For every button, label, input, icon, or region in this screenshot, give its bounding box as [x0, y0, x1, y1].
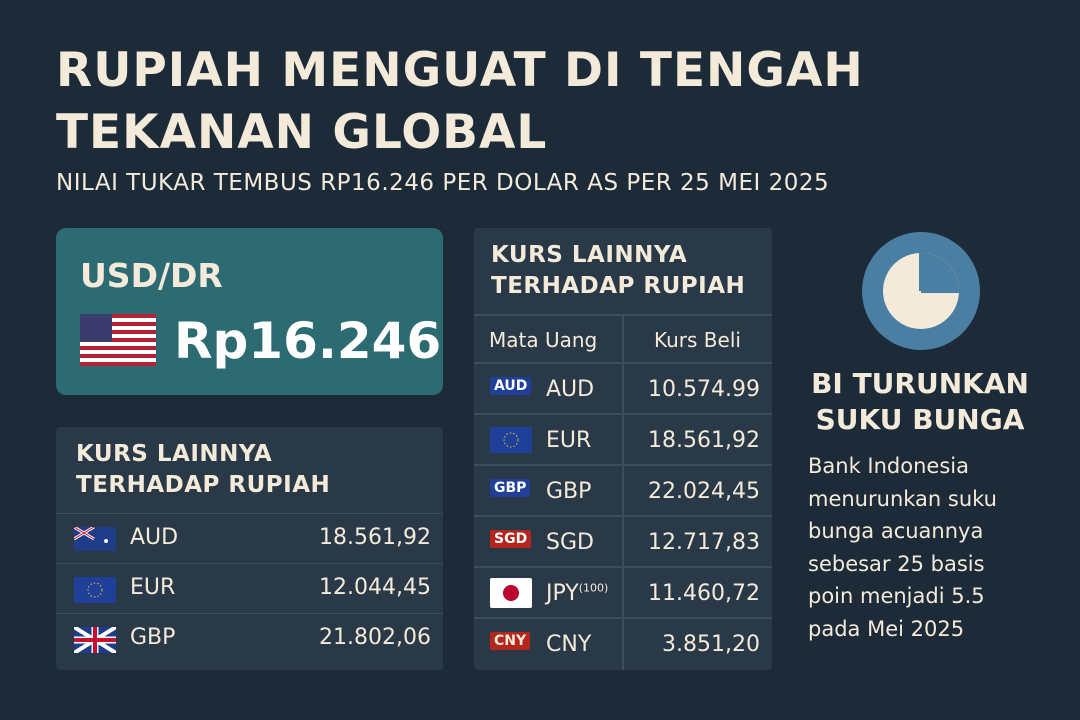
title-line: TEKANAN GLOBAL	[56, 105, 548, 160]
table-row: GBP 21.802,06	[56, 613, 443, 664]
currency-code: JPY	[546, 581, 579, 606]
rate: 18.561,92	[648, 428, 760, 453]
currency-note: (100)	[578, 581, 609, 595]
table-row: SGD SGD 12.717,83	[474, 515, 772, 568]
body-line: bunga acuannya	[808, 519, 984, 543]
table-row: JPY(100) 11.460,72	[474, 566, 772, 619]
rate: 22.024,45	[648, 479, 760, 504]
table-row: GBP GBP 22.024,45	[474, 464, 772, 517]
pie-icon	[862, 232, 980, 350]
rate: 12.044,45	[319, 575, 431, 600]
title: RUPIAH MENGUAT DI TENGAH TEKANAN GLOBAL	[56, 40, 864, 164]
side-body: Bank Indonesia menurunkan suku bunga acu…	[808, 450, 997, 645]
badge: AUD	[490, 377, 532, 395]
side-title-line: BI TURUNKAN	[811, 367, 1029, 400]
column-header: Kurs Beli	[654, 328, 741, 352]
currency: EUR	[130, 575, 176, 600]
eu-flag	[490, 427, 532, 453]
card-label: USD/DR	[80, 256, 223, 295]
uk-flag	[74, 627, 116, 653]
rate: 18.561,92	[319, 525, 431, 550]
header-row: Mata Uang Kurs Beli	[474, 314, 772, 364]
badge: GBP	[490, 479, 531, 497]
currency: SGD	[546, 530, 594, 555]
rate: 12.717,83	[648, 530, 760, 555]
table-title: KURS LAINNYA TERHADAP RUPIAH	[491, 240, 745, 302]
badge: CNY	[490, 632, 531, 650]
table-title-line: KURS LAINNYA	[76, 441, 273, 467]
table-row: EUR 18.561,92	[474, 413, 772, 466]
jp-flag	[490, 578, 532, 608]
eu-flag	[74, 577, 116, 603]
body-line: Bank Indonesia	[808, 454, 969, 478]
table-row: AUD 18.561,92	[56, 513, 443, 564]
us-flag	[80, 314, 156, 366]
currency: JPY(100)	[546, 581, 608, 606]
currency: GBP	[130, 625, 176, 650]
table-title-line: TERHADAP RUPIAH	[76, 472, 331, 498]
rate: 3.851,20	[662, 632, 760, 657]
subtitle: NILAI TUKAR TEMBUS RP16.246 PER DOLAR AS…	[56, 170, 830, 196]
body-line: poin menjadi 5.5	[808, 584, 985, 608]
rate: 11.460,72	[648, 581, 760, 606]
table-title: KURS LAINNYA TERHADAP RUPIAH	[76, 439, 330, 501]
side-title-line: SUKU BUNGA	[815, 403, 1025, 436]
table-row: AUD AUD 10.574.99	[474, 362, 772, 415]
usd-card: USD/DR Rp16.246	[56, 228, 443, 395]
currency: AUD	[130, 525, 179, 550]
table-row: CNY CNY 3.851,20	[474, 617, 772, 670]
table-row: EUR 12.044,45	[56, 563, 443, 614]
side-title: BI TURUNKAN SUKU BUNGA	[800, 366, 1040, 438]
rate: 10.574.99	[648, 377, 760, 402]
table-title-line: KURS LAINNYA	[491, 242, 688, 268]
currency: AUD	[546, 377, 595, 402]
column-header: Mata Uang	[489, 328, 598, 352]
currency: EUR	[546, 428, 592, 453]
table-title-line: TERHADAP RUPIAH	[491, 273, 746, 299]
body-line: pada Mei 2025	[808, 616, 965, 641]
title-line: RUPIAH MENGUAT DI TENGAH	[56, 43, 864, 98]
card-value: Rp16.246	[174, 312, 442, 370]
body-line: menurunkan suku	[808, 486, 997, 511]
body-line: sebesar 25 basis	[808, 551, 985, 576]
aud-flag	[74, 527, 116, 551]
badge: SGD	[490, 530, 532, 548]
currency: CNY	[546, 632, 592, 657]
mid-table: KURS LAINNYA TERHADAP RUPIAH Mata Uang K…	[474, 228, 772, 670]
left-table: KURS LAINNYA TERHADAP RUPIAH AUD 18.561,…	[56, 427, 443, 670]
currency: GBP	[546, 479, 592, 504]
rate: 21.802,06	[319, 625, 431, 650]
